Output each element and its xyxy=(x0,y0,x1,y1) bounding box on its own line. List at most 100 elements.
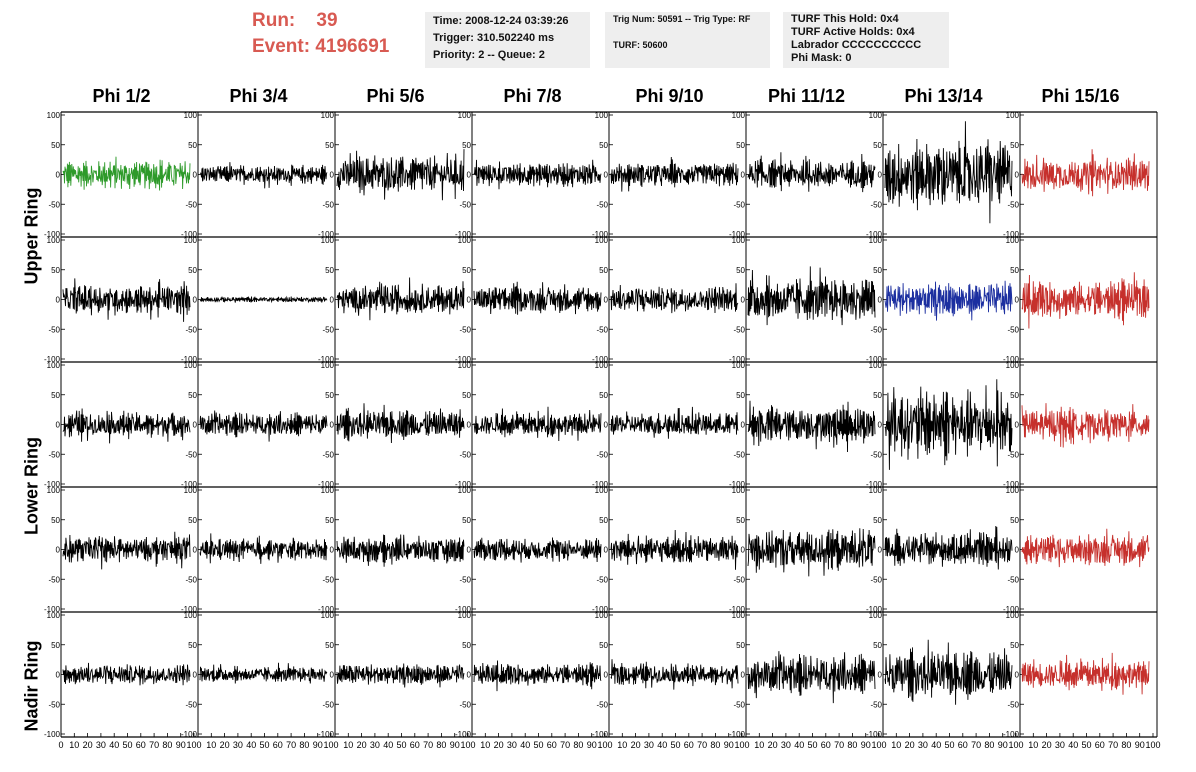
phi-mask-text: Phi Mask: 0 xyxy=(791,52,852,64)
y-tick-label: 50 xyxy=(736,141,745,150)
y-tick-label: 0 xyxy=(330,171,335,180)
y-tick-label: 0 xyxy=(56,671,61,680)
waveform-trace xyxy=(336,663,465,688)
y-tick-label: -100 xyxy=(1003,480,1020,489)
y-tick-label: 0 xyxy=(56,171,61,180)
y-tick-label: 50 xyxy=(462,516,471,525)
y-tick-label: 100 xyxy=(1006,111,1020,120)
waveform-trace xyxy=(747,651,876,704)
event-value: 4196691 xyxy=(315,36,390,57)
waveform-trace xyxy=(336,277,465,321)
x-tick-label: 70 xyxy=(971,740,981,750)
y-tick-label: 0 xyxy=(467,546,472,555)
turf-hold-text: TURF This Hold: 0x4 xyxy=(791,13,899,25)
y-tick-label: 50 xyxy=(188,141,197,150)
waveform-trace xyxy=(336,534,465,567)
x-tick-label: 80 xyxy=(573,740,583,750)
y-tick-label: -50 xyxy=(322,450,334,459)
y-tick-label: -50 xyxy=(733,325,745,334)
x-tick-label: 100 xyxy=(1008,740,1023,750)
y-tick-label: 100 xyxy=(869,611,883,620)
x-tick-label: 50 xyxy=(533,740,543,750)
x-tick-label: 100 xyxy=(734,740,749,750)
x-tick-label: 50 xyxy=(670,740,680,750)
waveform-trace xyxy=(199,662,328,684)
column-title-phi-3-4: Phi 3/4 xyxy=(229,86,288,106)
y-tick-label: 50 xyxy=(188,266,197,275)
y-tick-label: 50 xyxy=(1010,516,1019,525)
y-tick-label: 0 xyxy=(330,421,335,430)
waveform-trace xyxy=(747,400,876,453)
x-tick-label: 70 xyxy=(286,740,296,750)
y-tick-label: 50 xyxy=(51,266,60,275)
x-tick-label: 20 xyxy=(494,740,504,750)
x-tick-label: 80 xyxy=(162,740,172,750)
y-tick-label: 0 xyxy=(741,546,746,555)
y-tick-label: 0 xyxy=(741,671,746,680)
y-tick-label: -50 xyxy=(1007,450,1019,459)
y-tick-label: 100 xyxy=(321,111,335,120)
waveform-trace xyxy=(199,533,328,564)
x-tick-label: 90 xyxy=(724,740,734,750)
y-tick-label: -100 xyxy=(318,605,335,614)
x-tick-label: 30 xyxy=(233,740,243,750)
y-tick-label: -50 xyxy=(870,700,882,709)
x-tick-label: 90 xyxy=(176,740,186,750)
x-tick-label: 80 xyxy=(1121,740,1131,750)
y-tick-label: -100 xyxy=(1003,605,1020,614)
y-tick-label: -50 xyxy=(459,575,471,584)
y-tick-label: 50 xyxy=(1010,391,1019,400)
waveform-trace xyxy=(1021,403,1150,448)
y-tick-label: 100 xyxy=(595,236,609,245)
y-tick-label: 0 xyxy=(878,546,883,555)
x-tick-label: 0 xyxy=(58,740,63,750)
x-tick-label: 80 xyxy=(984,740,994,750)
waveform-trace xyxy=(610,529,739,570)
run-label: Run: xyxy=(252,10,296,31)
waveform-trace xyxy=(610,156,739,192)
priority-text: Priority: 2 -- Queue: 2 xyxy=(433,49,545,61)
x-tick-label: 60 xyxy=(547,740,557,750)
turf-text: TURF: 50600 xyxy=(613,40,668,50)
y-tick-label: 0 xyxy=(193,171,198,180)
y-tick-label: 100 xyxy=(732,236,746,245)
x-tick-label: 80 xyxy=(436,740,446,750)
x-tick-label: 50 xyxy=(807,740,817,750)
y-tick-label: -50 xyxy=(322,200,334,209)
x-tick-label: 90 xyxy=(998,740,1008,750)
y-tick-label: 100 xyxy=(321,611,335,620)
waveform-trace xyxy=(336,149,465,201)
y-tick-label: 100 xyxy=(869,486,883,495)
y-tick-label: 0 xyxy=(193,546,198,555)
x-tick-label: 20 xyxy=(1042,740,1052,750)
x-tick-label: 90 xyxy=(450,740,460,750)
x-tick-label: 60 xyxy=(821,740,831,750)
y-tick-label: 100 xyxy=(595,361,609,370)
y-tick-label: 0 xyxy=(604,171,609,180)
y-tick-label: 0 xyxy=(1015,421,1020,430)
y-tick-label: -100 xyxy=(181,605,198,614)
y-tick-label: -50 xyxy=(459,700,471,709)
y-tick-label: 50 xyxy=(736,516,745,525)
y-tick-label: 0 xyxy=(604,421,609,430)
y-tick-label: -100 xyxy=(44,355,61,364)
y-tick-label: 100 xyxy=(184,611,198,620)
y-tick-label: -100 xyxy=(729,480,746,489)
y-tick-label: -100 xyxy=(455,480,472,489)
y-tick-label: -100 xyxy=(866,605,883,614)
run-event-box: Run: 39 Event: 4196691 xyxy=(252,8,422,64)
y-tick-label: 0 xyxy=(741,421,746,430)
y-tick-label: 0 xyxy=(56,546,61,555)
y-tick-label: 0 xyxy=(467,171,472,180)
x-tick-label: 80 xyxy=(299,740,309,750)
x-tick-label: 80 xyxy=(710,740,720,750)
y-tick-label: 50 xyxy=(51,516,60,525)
waveform-trace xyxy=(473,159,602,190)
column-title-phi-1-2: Phi 1/2 xyxy=(92,86,151,106)
y-tick-label: 100 xyxy=(869,236,883,245)
y-tick-label: -100 xyxy=(318,480,335,489)
waveform-trace xyxy=(62,531,191,570)
x-tick-label: 90 xyxy=(1135,740,1145,750)
y-tick-label: 100 xyxy=(1006,236,1020,245)
x-tick-label: 10 xyxy=(206,740,216,750)
